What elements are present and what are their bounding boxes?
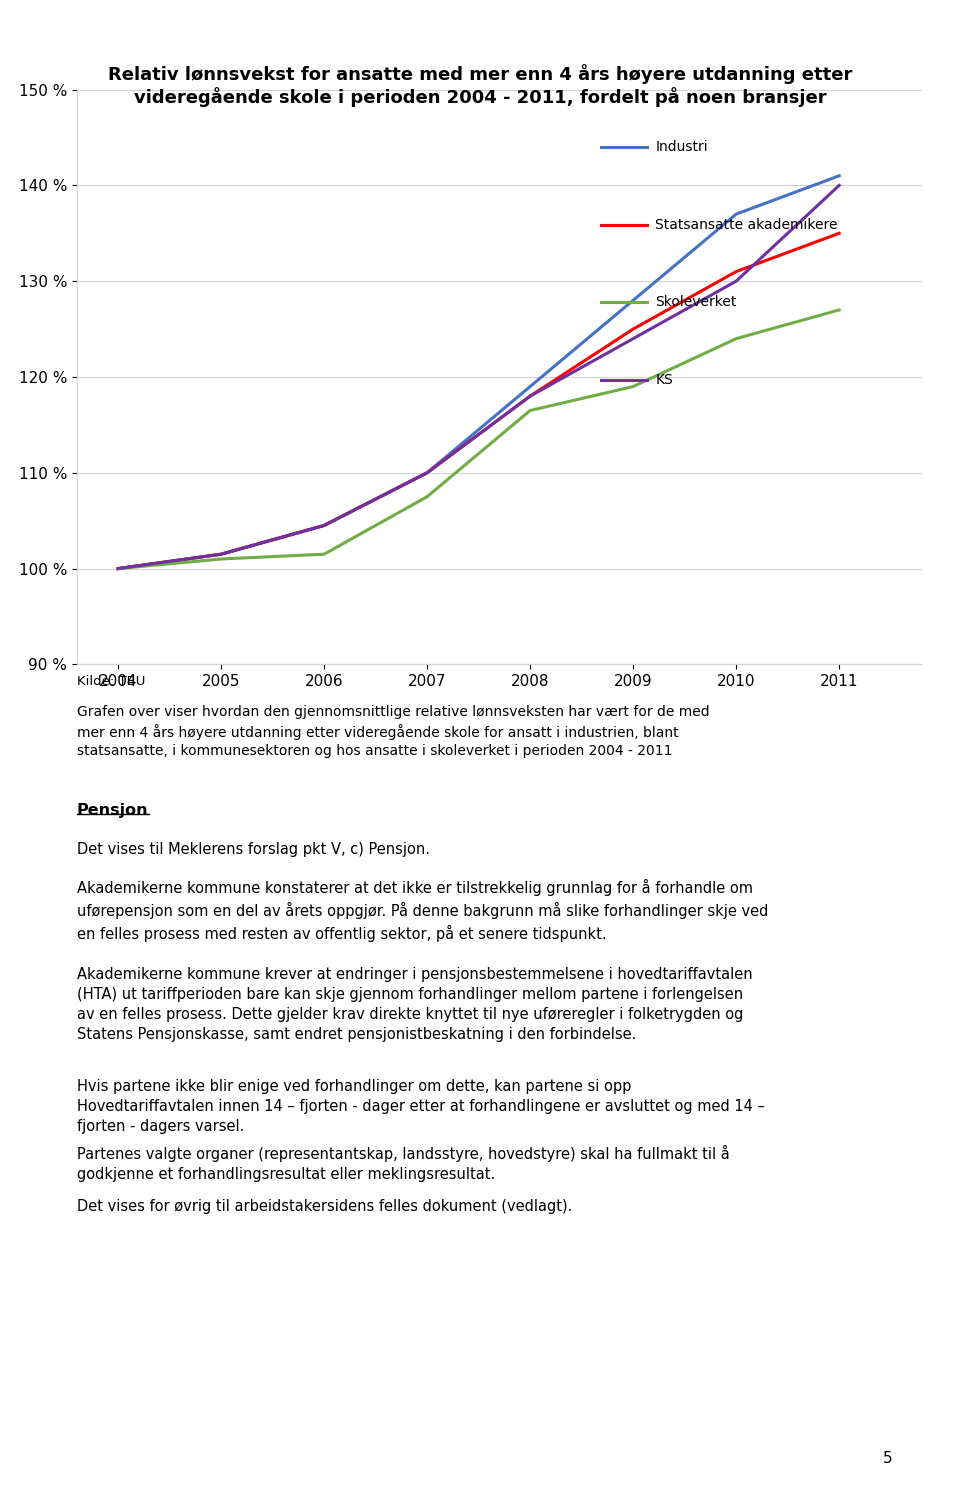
Text: Industri: Industri — [656, 140, 708, 154]
Text: Hvis partene ikke blir enige ved forhandlinger om dette, kan partene si opp
Hove: Hvis partene ikke blir enige ved forhand… — [77, 1079, 765, 1135]
Text: Det vises til Meklerens forslag pkt V, c) Pensjon.: Det vises til Meklerens forslag pkt V, c… — [77, 842, 430, 857]
Text: Kilde: TBU: Kilde: TBU — [77, 675, 145, 688]
Text: Det vises for øvrig til arbeidstakersidens felles dokument (vedlagt).: Det vises for øvrig til arbeidstakerside… — [77, 1199, 572, 1214]
Text: Grafen over viser hvordan den gjennomsnittlige relative lønnsveksten har vært fo: Grafen over viser hvordan den gjennomsni… — [77, 705, 709, 758]
Text: Skoleverket: Skoleverket — [656, 296, 737, 309]
Text: KS: KS — [656, 373, 673, 387]
Text: Akademikerne kommune krever at endringer i pensjonsbestemmelsene i hovedtariffav: Akademikerne kommune krever at endringer… — [77, 967, 753, 1042]
Text: Statsansatte akademikere: Statsansatte akademikere — [656, 218, 838, 231]
Text: 5: 5 — [883, 1451, 893, 1466]
Text: Partenes valgte organer (representantskap, landsstyre, hovedstyre) skal ha fullm: Partenes valgte organer (representantska… — [77, 1145, 730, 1182]
Text: Akademikerne kommune konstaterer at det ikke er tilstrekkelig grunnlag for å for: Akademikerne kommune konstaterer at det … — [77, 879, 768, 942]
Text: Pensjon: Pensjon — [77, 803, 149, 818]
Text: Relativ lønnsvekst for ansatte med mer enn 4 års høyere utdanning etter
videregå: Relativ lønnsvekst for ansatte med mer e… — [108, 64, 852, 107]
